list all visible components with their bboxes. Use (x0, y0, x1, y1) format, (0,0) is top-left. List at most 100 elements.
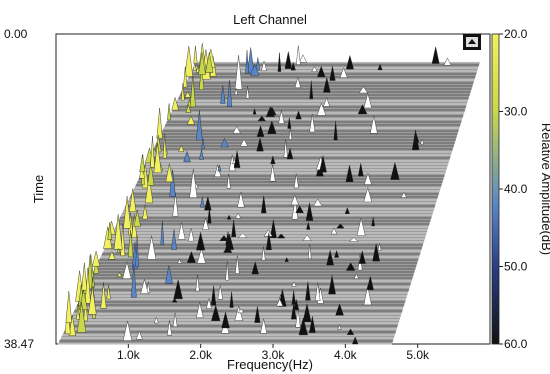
spectral-peak (255, 57, 261, 71)
spectral-peak (260, 318, 268, 334)
spectral-peak (183, 66, 188, 88)
spectral-peak (270, 155, 276, 165)
spectral-peak (88, 286, 97, 315)
spectral-peak (225, 261, 230, 281)
spectral-peak (167, 103, 171, 121)
spectral-peak (116, 247, 121, 253)
spectral-peak (306, 222, 311, 230)
spectral-peak (356, 218, 366, 236)
x-axis-label: Frequency(Hz) (227, 357, 313, 372)
spectral-peak (291, 200, 299, 220)
spectral-peak (323, 77, 331, 93)
spectral-peak (371, 217, 375, 227)
x-tick-label: 3.0k (262, 348, 286, 362)
spectral-peak (153, 143, 162, 174)
spectral-peak (261, 246, 266, 261)
spectral-peak (400, 191, 407, 198)
spectral-peak (219, 235, 229, 241)
spectral-peak (278, 110, 285, 124)
spectral-peak (150, 135, 155, 168)
spectral-peak (133, 209, 141, 227)
spectral-peak (180, 83, 185, 101)
colorbar-tick-label: 20.0 (504, 27, 528, 41)
spectral-peak (229, 291, 234, 308)
spectral-peak (298, 54, 307, 63)
x-tick-label: 5.0k (406, 348, 430, 362)
spectral-peak (207, 207, 212, 224)
spectral-peak (183, 150, 191, 163)
spectral-peak (317, 65, 326, 78)
x-tick-label: 2.0k (189, 348, 213, 362)
spectral-peak (177, 222, 186, 240)
spectral-peak (334, 249, 340, 258)
spectral-peak (221, 312, 230, 329)
spectral-peak (204, 196, 212, 211)
spectral-peak (186, 115, 196, 125)
spectral-peak (305, 281, 311, 301)
spectral-peak (377, 63, 383, 71)
spectral-peak (363, 285, 372, 306)
spectral-peak (277, 52, 282, 72)
spectral-peak (295, 205, 304, 213)
spectral-peak (309, 113, 316, 133)
spectral-peak (240, 138, 248, 147)
spectral-peak (269, 164, 276, 182)
spectral-peak (358, 86, 369, 94)
spectral-peak (309, 80, 314, 100)
spectral-peak (122, 261, 132, 279)
spectral-peak (156, 107, 163, 139)
view-toggle-button[interactable] (463, 34, 481, 50)
spectral-peak (198, 52, 206, 75)
spectral-peak (166, 320, 173, 336)
spectral-peak (135, 330, 143, 340)
spectral-peak (173, 279, 183, 300)
spectral-peak (106, 285, 111, 300)
spectral-peak (326, 250, 334, 266)
spectral-peak (142, 204, 148, 220)
spectral-peak (231, 219, 237, 238)
spectral-peak (302, 234, 312, 241)
chart-title: Left Channel (233, 12, 307, 27)
spectral-peak (311, 66, 318, 72)
spectral-peak (196, 302, 204, 319)
spectral-peak (363, 92, 373, 109)
spectral-peak (419, 138, 425, 145)
spectral-peak (202, 217, 210, 230)
spectral-peak (254, 306, 261, 323)
spectral-peak (172, 312, 178, 327)
spectral-peak (357, 104, 368, 115)
spectral-peak (354, 272, 359, 279)
spectral-peak (335, 303, 344, 316)
spectral-peak (256, 125, 265, 137)
spectral-peak (345, 54, 354, 70)
spectral-peak (201, 138, 205, 150)
plot-area (55, 33, 491, 345)
spectral-peak (390, 162, 400, 180)
spectral-peak (247, 47, 255, 74)
spectral-peak (205, 52, 214, 73)
spectral-peak (245, 50, 249, 74)
spectral-peak (344, 207, 350, 214)
waterfall-surface (58, 43, 480, 345)
spectral-peak (184, 91, 192, 98)
spectral-peak (256, 137, 264, 152)
spectral-peak (65, 291, 73, 323)
spectral-peak (319, 155, 327, 173)
spectral-peak (363, 172, 372, 185)
spectral-peak (323, 96, 330, 107)
spectral-peak (307, 244, 312, 259)
spectral-peak (211, 304, 221, 321)
spectral-peak (287, 117, 292, 129)
spectral-peak (345, 165, 354, 183)
colorbar-tick-label: 40.0 (504, 182, 528, 196)
spectral-peak (169, 169, 176, 197)
spectral-peak (234, 88, 238, 95)
spectral-peak (233, 150, 241, 168)
spectral-peak (251, 261, 259, 275)
spectral-peak (290, 303, 297, 320)
spectral-peak (196, 110, 203, 141)
spectral-peak (337, 324, 342, 330)
spectral-peak (123, 196, 131, 229)
spectral-peak (107, 222, 113, 240)
spectral-peak (226, 80, 233, 107)
